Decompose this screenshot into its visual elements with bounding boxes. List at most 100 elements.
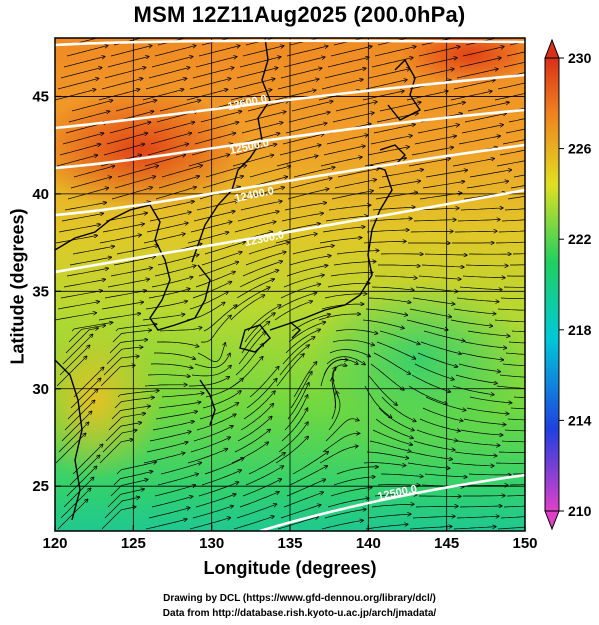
streamline-arrow (498, 451, 525, 453)
streamline-arrow (70, 177, 112, 189)
streamline-arrow (152, 421, 194, 431)
streamline-arrow (416, 208, 459, 211)
streamline-arrow (99, 440, 133, 464)
streamline-arrow (60, 291, 102, 299)
streamline-arrow (192, 282, 232, 299)
streamline-arrow (113, 257, 155, 266)
streamline-arrow (187, 232, 229, 244)
streamline-arrow (189, 377, 229, 387)
streamline-arrow (277, 79, 319, 90)
streamline-arrow (287, 383, 309, 420)
streamline-arrow (462, 47, 504, 57)
contour-line (55, 39, 525, 47)
streamline-arrow (57, 78, 99, 90)
streamline-arrow (324, 68, 366, 79)
streamline-arrow (408, 159, 450, 167)
streamline-arrow (337, 169, 379, 178)
streamline-arrow (459, 506, 502, 507)
streamline-arrow (497, 526, 525, 530)
streamline-arrow (240, 201, 282, 211)
y-axis-ticks: 25 30 35 40 45 (32, 88, 61, 495)
streamline-arrow (59, 144, 101, 156)
streamline-arrow (507, 418, 525, 421)
streamline-arrow (335, 102, 377, 112)
streamline-arrow (419, 418, 460, 431)
streamline-arrow (196, 414, 236, 431)
streamline-arrow (66, 466, 97, 497)
streamline-arrow (511, 330, 525, 332)
streamline-arrow (415, 506, 458, 507)
streamline-arrow (509, 41, 525, 46)
streamline-arrow (286, 265, 328, 277)
streamline-arrow (284, 203, 326, 211)
streamline-arrow (153, 122, 195, 134)
streamline-arrow (286, 46, 328, 57)
streamline-arrow (370, 136, 412, 145)
streamline-arrow (230, 90, 272, 101)
streamline-arrow (326, 135, 368, 145)
streamline-arrow (365, 80, 407, 90)
streamline-arrow (106, 133, 148, 145)
streamline-arrow (192, 506, 233, 519)
streamline-arrow (465, 265, 508, 266)
streamline-arrow (195, 272, 235, 288)
streamline-arrow (61, 411, 92, 442)
streamline-arrow (289, 256, 331, 266)
streamline-arrow (322, 433, 360, 453)
streamline-arrow (364, 158, 406, 167)
streamline-arrow (144, 385, 187, 386)
streamline-arrow (98, 89, 140, 101)
streamline-arrow (56, 155, 98, 167)
streamline-arrow (367, 374, 397, 405)
streamline-arrow (151, 277, 193, 288)
streamline-arrow (289, 466, 327, 486)
streamline-arrow (201, 252, 242, 266)
streamline-arrow (110, 46, 152, 57)
streamline-arrow (144, 155, 185, 167)
streamline-arrow (99, 235, 141, 244)
streamline-arrow (151, 496, 193, 508)
streamline-arrow (149, 212, 191, 222)
x-axis-label: Longitude (degrees) (203, 558, 377, 578)
streamline-arrow (61, 213, 103, 222)
streamline-arrow (419, 193, 462, 200)
streamline-arrow (469, 170, 511, 178)
coast-hokkaido (379, 144, 406, 166)
streamline-arrow (276, 156, 318, 167)
streamline-arrow (274, 301, 312, 321)
streamline-arrow (278, 224, 320, 233)
streamline-arrow (241, 123, 283, 134)
streamline-arrow (110, 268, 152, 277)
streamline-arrow (327, 283, 370, 288)
streamline-arrow (67, 188, 109, 200)
streamline-arrow (372, 429, 412, 445)
streamline-arrow (505, 352, 525, 355)
streamline-arrow (414, 136, 456, 145)
colorbar-bottom-arrow (544, 510, 560, 531)
streamline-arrow (364, 385, 392, 418)
streamline-arrow (56, 356, 87, 387)
streamline-arrow (418, 47, 460, 57)
streamline-arrow (413, 220, 456, 221)
streamline-arrow (114, 176, 155, 189)
streamline-arrow (362, 91, 404, 101)
streamline-arrow (363, 241, 406, 243)
streamline-arrow (145, 519, 187, 530)
streamline-arrow (323, 146, 365, 156)
streamline-arrow (101, 302, 143, 310)
streamline-arrow (506, 51, 525, 57)
streamline-arrow (106, 347, 143, 365)
streamline-arrow (366, 230, 409, 233)
streamline-arrow (456, 69, 498, 79)
x-tick-label: 120 (42, 535, 67, 552)
streamline-arrow (466, 181, 508, 189)
credit-drawing: Drawing by DCL (https://www.gfd-dennou.o… (163, 593, 436, 604)
streamline-arrow (242, 261, 282, 277)
streamline-arrow (104, 291, 146, 299)
streamline-arrow (249, 166, 291, 178)
streamline-arrow (500, 297, 525, 300)
streamline-arrow (425, 170, 467, 178)
streamline-arrow (154, 46, 196, 57)
streamline-arrow (193, 426, 233, 442)
streamline-arrow (149, 432, 191, 442)
